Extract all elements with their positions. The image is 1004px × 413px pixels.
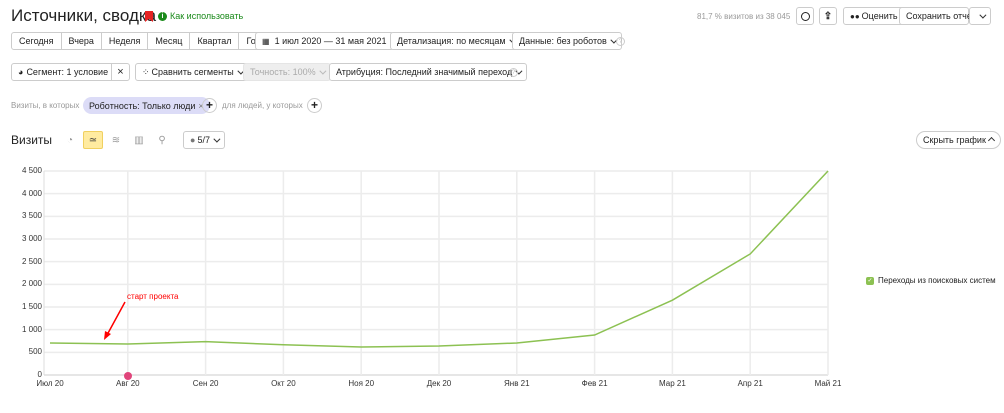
y-tick-label: 4 000	[21, 188, 42, 198]
annotation-arrowhead	[104, 331, 111, 340]
data-filter-label: Данные: без роботов	[519, 36, 607, 46]
x-tick-label: Янв 21	[504, 379, 530, 388]
pie-icon: ◕	[18, 67, 24, 77]
compare-segments-dropdown[interactable]: ⁘ Сравнить сегменты	[135, 63, 249, 81]
bookmark-icon[interactable]	[145, 11, 153, 22]
checkbox-checked-icon: ✓	[866, 276, 874, 285]
x-tick-label: Апр 21	[737, 379, 763, 388]
share-icon: ⇪	[823, 10, 833, 22]
y-tick-label: 1 500	[21, 302, 42, 311]
period-today[interactable]: Сегодня	[12, 33, 62, 49]
calendar-icon: ▦	[262, 36, 270, 46]
segment-label: Сегмент: 1 условие	[26, 67, 109, 77]
close-icon: ×	[117, 66, 124, 78]
period-year[interactable]: Год	[246, 36, 261, 46]
data-filter-dropdown[interactable]: Данные: без роботов	[512, 32, 622, 50]
annotations-dropdown[interactable]: ● 5/7	[183, 131, 225, 149]
y-tick-label: 2 500	[21, 256, 42, 266]
export-button[interactable]: ⇪	[819, 7, 837, 25]
how-to-use-label: Как использовать	[170, 11, 244, 21]
area-chart-icon[interactable]: ≋	[111, 134, 121, 146]
rate-button[interactable]: ●● Оценить	[843, 7, 905, 25]
how-to-use-link[interactable]: i Как использовать	[158, 11, 243, 21]
help-icon[interactable]: ?	[616, 37, 625, 46]
annotation-marker-icon	[124, 372, 132, 380]
x-tick-label: Фев 21	[581, 379, 608, 388]
info-icon: i	[158, 11, 167, 21]
x-tick-label: Мар 21	[659, 379, 686, 388]
attribution-dropdown[interactable]: Атрибуция: Последний значимый переход	[329, 63, 528, 81]
x-tick-label: Сен 20	[192, 379, 219, 388]
clock-icon	[800, 11, 810, 21]
x-tick-label: Июл 20	[36, 379, 64, 388]
help-icon[interactable]: ?	[509, 68, 518, 77]
robot-filter-chip[interactable]: Робoтность: Только люди ×	[83, 97, 210, 114]
pie-chart-icon[interactable]: ◔	[66, 134, 74, 146]
rate-label: Оценить	[861, 11, 898, 21]
map-icon[interactable]: ⚲	[158, 134, 166, 146]
annotation-arrow	[106, 301, 126, 336]
y-tick-label: 3 000	[21, 234, 42, 243]
x-tick-label: Ноя 20	[348, 379, 375, 388]
y-tick-label: 0	[37, 370, 42, 379]
close-icon[interactable]: ×	[198, 100, 204, 111]
y-tick-label: 2 000	[21, 279, 42, 289]
add-people-filter-button[interactable]: +	[307, 98, 322, 113]
attribution-label: Атрибуция: Последний значимый переход	[336, 67, 513, 77]
period-month[interactable]: Месяц	[148, 33, 191, 49]
chip-label: Робoтность: Только люди	[89, 100, 196, 111]
x-tick-label: Окт 20	[271, 379, 296, 388]
annotations-counter: 5/7	[197, 135, 210, 145]
comment-icon: ●	[190, 135, 196, 145]
y-tick-label: 4 500	[21, 166, 42, 175]
bar-chart-icon[interactable]: ▥	[134, 134, 144, 146]
x-tick-label: Авг 20	[115, 379, 140, 388]
legend-item[interactable]: ✓ Переходы из поисковых систем	[866, 276, 996, 285]
date-range-label: 1 июл 2020 — 31 мая 2021	[274, 36, 387, 46]
period-quarter[interactable]: Квартал	[190, 33, 240, 49]
line-chart-icon[interactable]: ≃	[83, 131, 103, 149]
accuracy-label: Точность: 100%	[250, 67, 316, 77]
rate-icon: ●●	[850, 11, 860, 21]
compare-label: Сравнить сегменты	[151, 67, 234, 77]
detail-label: Детализация: по месяцам	[397, 36, 506, 46]
period-week[interactable]: Неделя	[102, 33, 149, 49]
y-tick-label: 3 500	[21, 211, 42, 221]
page-title: Источники, сводка	[11, 6, 157, 25]
x-tick-label: Дек 20	[426, 379, 452, 388]
compare-icon: ⁘	[142, 66, 150, 77]
add-visit-filter-button[interactable]: +	[202, 98, 217, 113]
x-tick-label: Май 21	[814, 379, 842, 388]
y-tick-label: 500	[28, 347, 42, 357]
period-yesterday[interactable]: Вчера	[62, 33, 102, 49]
save-report-button[interactable]: Сохранить отчет	[899, 7, 976, 25]
y-tick-label: 1 000	[21, 324, 42, 334]
visits-stats: 81,7 % визитов из 38 045	[697, 12, 791, 21]
annotation-label: старт проекта	[127, 292, 179, 301]
filter-prefix: Визиты, в которых	[11, 101, 80, 110]
hide-chart-label: Скрыть график	[923, 135, 986, 145]
hide-chart-button[interactable]: Скрыть график	[916, 131, 1001, 149]
people-filter-label: для людей, у которых	[222, 101, 303, 110]
legend-label: Переходы из поисковых систем	[878, 276, 996, 285]
history-button[interactable]	[796, 7, 814, 25]
chart-title: Визиты	[11, 133, 53, 147]
clear-segment-button[interactable]: ×	[111, 63, 130, 81]
save-options-button[interactable]	[969, 7, 991, 25]
